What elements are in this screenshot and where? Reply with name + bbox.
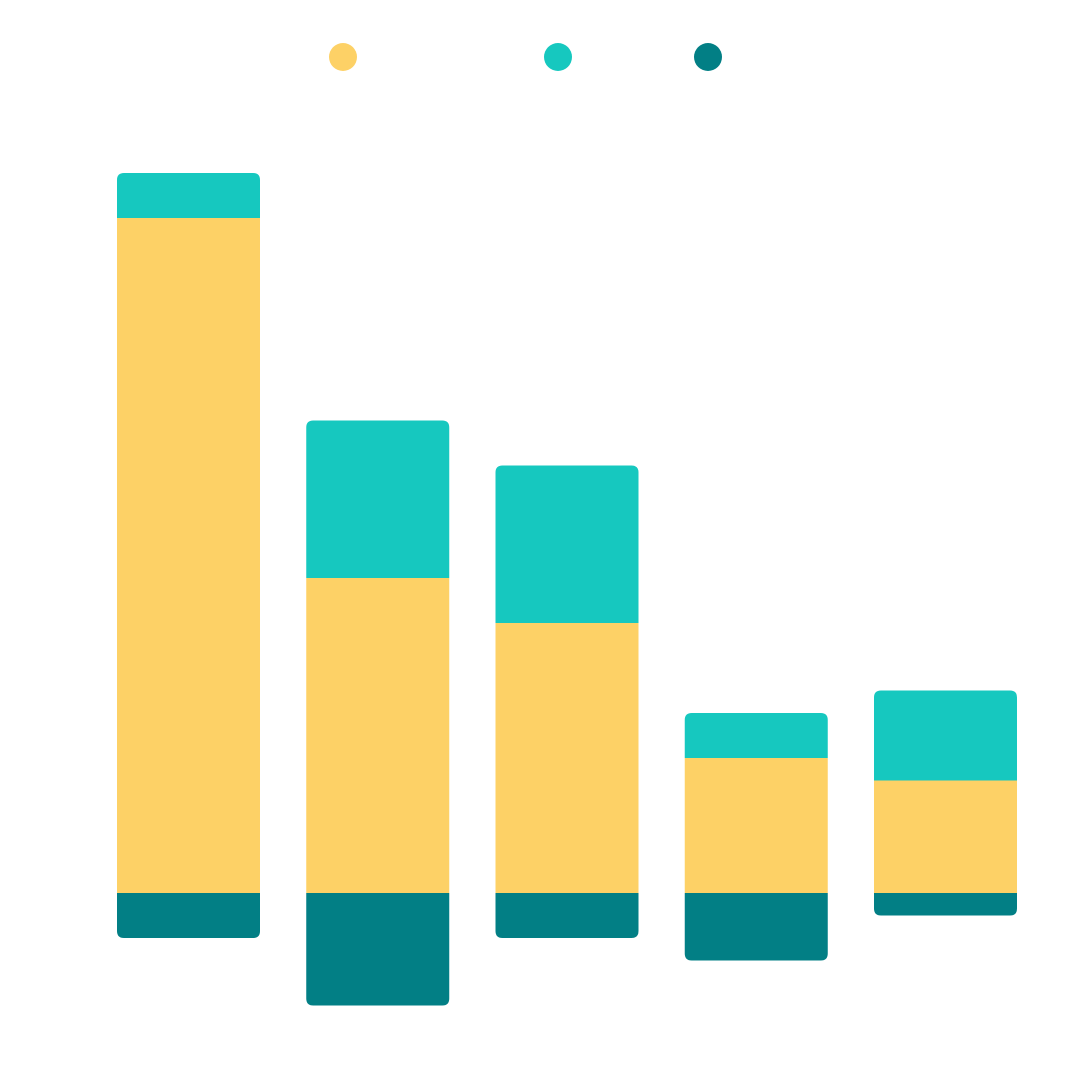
bar-segment-series-1 [117,218,260,893]
legend-marker-series-2 [544,43,572,71]
bar-group-4 [684,713,828,961]
bar-group-1 [117,173,260,938]
bar-segment-series-3 [684,893,828,961]
bar-segment-series-2 [117,173,260,218]
bar-group-5 [874,690,1017,916]
bar-segment-series-3 [874,893,1017,916]
bar-segment-series-1 [306,578,450,893]
legend-marker-series-1 [329,43,357,71]
bar-segment-series-1 [495,623,639,893]
bar-group-3 [495,465,639,938]
bar-segment-series-2 [306,420,450,578]
bar-segment-series-3 [117,893,260,938]
legend [329,43,722,71]
bar-segment-series-1 [684,758,828,893]
bar-segment-series-3 [306,893,450,1006]
bar-segment-series-2 [495,465,639,623]
bar-segment-series-3 [495,893,639,938]
bar-segment-series-2 [684,713,828,758]
bar-segment-series-1 [874,780,1017,893]
bar-group-2 [306,420,450,1006]
bar-segment-series-2 [874,690,1017,781]
legend-marker-series-3 [694,43,722,71]
bars [117,173,1017,1006]
